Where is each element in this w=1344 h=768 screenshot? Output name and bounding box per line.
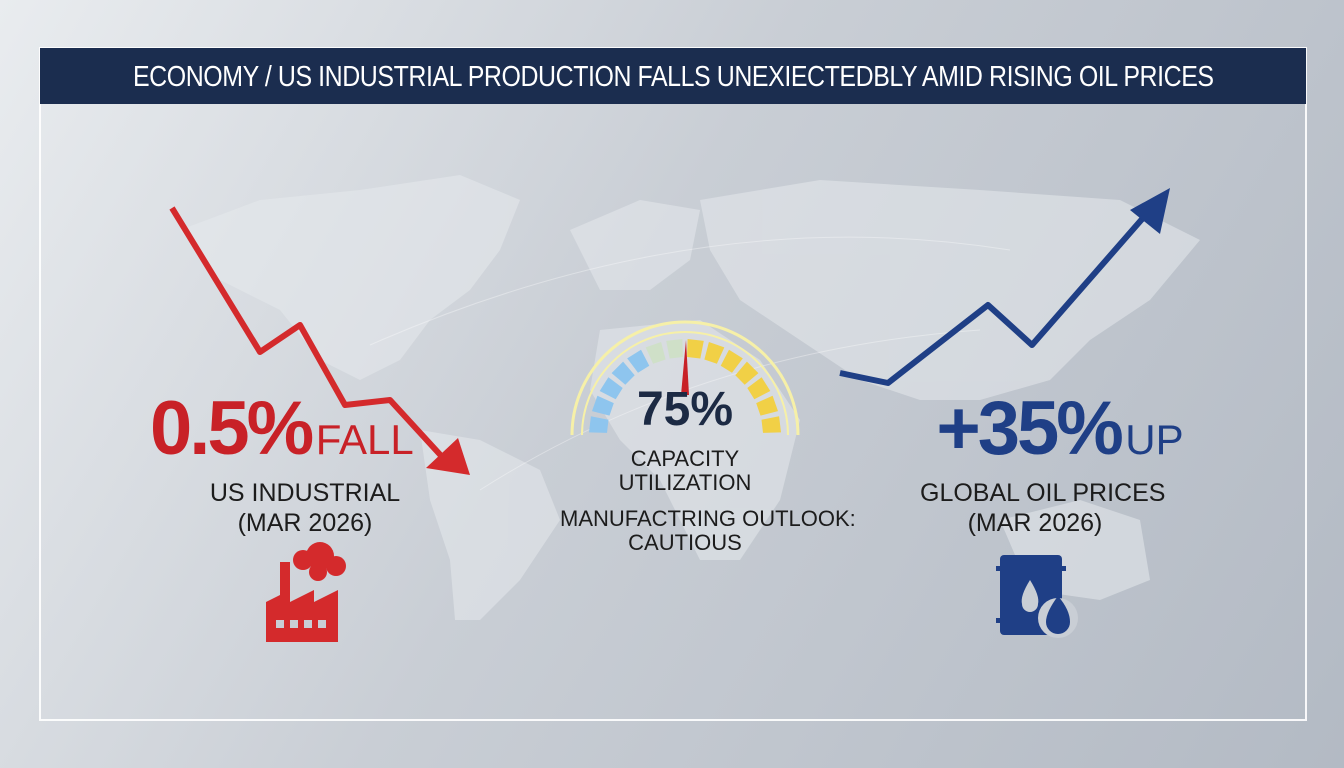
gauge-segment [687,339,704,359]
gauge-segment [704,342,725,364]
map-arcs [369,236,1011,491]
stat-label: GLOBAL OIL PRICES [920,479,1166,507]
outlook: MANUFACTRING OUTLOOK: [560,506,856,531]
gauge-segment [761,416,781,433]
outlook: CAUTIOUS [628,530,742,555]
falling-arrow [169,206,448,463]
gauge-value: 75% [636,383,734,436]
stat-word: UP [1125,416,1184,463]
gauge-segment [735,361,759,385]
gauge-ring [570,320,800,436]
gauge-segment [720,349,743,373]
gauge-ring [581,331,789,436]
gauge-segment [666,339,683,359]
gauge [570,320,800,436]
gauge-label: CAPACITY [630,446,740,471]
gauge-segment [589,416,609,433]
rising-arrow [839,208,1153,386]
left-stat: 0.5% FALL [150,385,414,472]
stat-date: (MAR 2026) [237,509,373,537]
stat-label: US INDUSTRIAL [209,479,401,507]
headline-bar: ECONOMY / US INDUSTRIAL PRODUCTION FALLS… [40,48,1306,104]
headline: ECONOMY / US INDUSTRIAL PRODUCTION FALLS… [132,61,1214,93]
stat-value: 0.5% [150,386,314,471]
gauge-label: UTILIZATION [618,470,752,495]
gauge-segment [627,349,650,373]
oil-barrel-icon [996,555,1078,638]
falling-arrowhead [426,438,470,475]
stat-date: (MAR 2026) [967,509,1103,537]
factory-icon [266,542,346,642]
gauge-segment [592,395,614,416]
gauge-segment [611,361,635,385]
gauge-segment [756,395,778,416]
gauge-segment [599,377,623,400]
stat-value: +35% [936,386,1123,471]
rising-arrowhead [1130,188,1170,234]
gauge-needle [681,340,689,395]
stat-word: FALL [315,416,414,463]
gauge-segment [747,377,771,400]
gauge-segment [645,342,666,364]
right-stat: +35% UP [930,385,1190,472]
